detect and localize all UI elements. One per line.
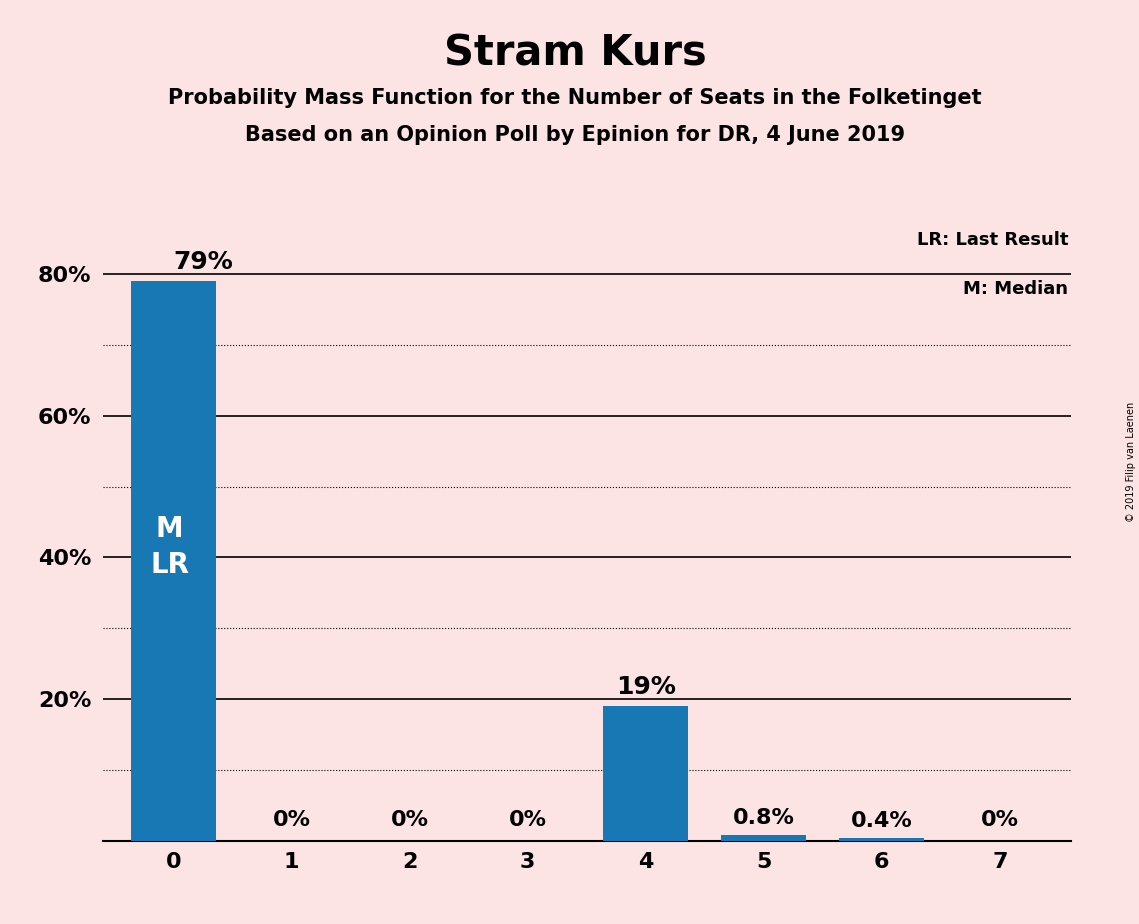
Text: LR: LR: [150, 551, 189, 578]
Bar: [721, 835, 806, 841]
Bar: [839, 838, 924, 841]
Text: LR: Last Result: LR: Last Result: [917, 231, 1068, 249]
Text: M: M: [156, 516, 183, 543]
Bar: [131, 281, 216, 841]
Text: 0%: 0%: [981, 810, 1018, 831]
Text: 0%: 0%: [272, 810, 311, 831]
Text: Based on an Opinion Poll by Epinion for DR, 4 June 2019: Based on an Opinion Poll by Epinion for …: [245, 125, 906, 145]
Text: Probability Mass Function for the Number of Seats in the Folketinget: Probability Mass Function for the Number…: [169, 88, 982, 108]
Text: 0%: 0%: [391, 810, 428, 831]
Text: 0.4%: 0.4%: [851, 811, 912, 831]
Bar: [604, 706, 688, 841]
Text: 19%: 19%: [616, 675, 675, 699]
Text: 0.8%: 0.8%: [732, 808, 795, 828]
Text: © 2019 Filip van Laenen: © 2019 Filip van Laenen: [1126, 402, 1136, 522]
Text: 79%: 79%: [173, 250, 233, 274]
Text: M: Median: M: Median: [964, 280, 1068, 298]
Text: 0%: 0%: [508, 810, 547, 831]
Text: Stram Kurs: Stram Kurs: [444, 32, 706, 74]
